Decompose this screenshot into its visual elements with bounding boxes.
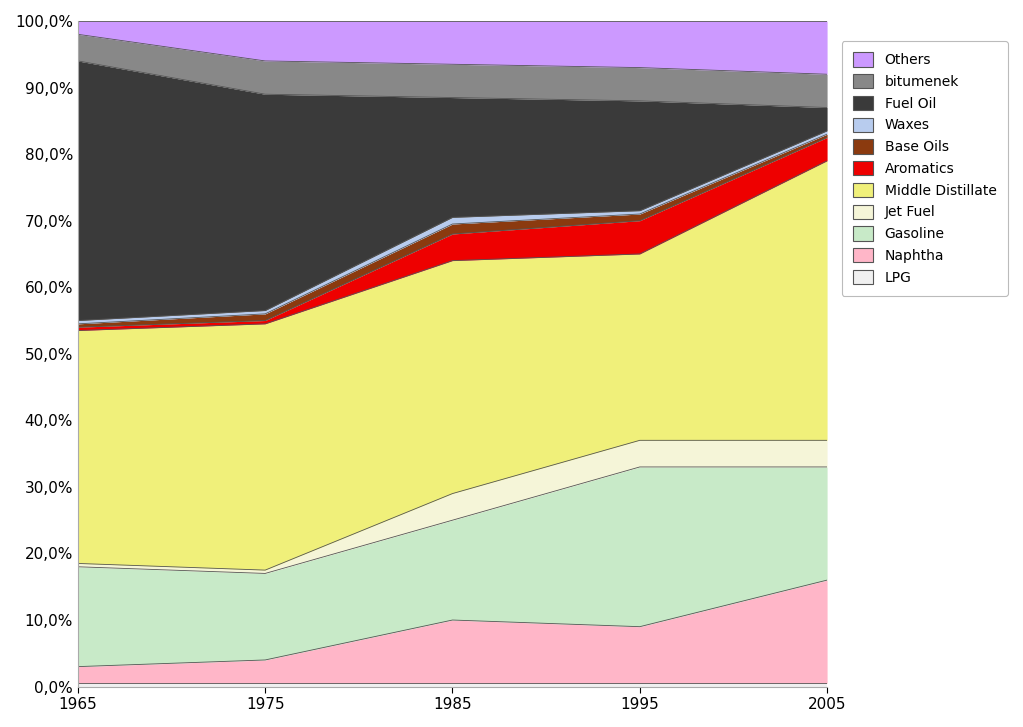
Legend: Others, bitumenek, Fuel Oil, Waxes, Base Oils, Aromatics, Middle Distillate, Jet: Others, bitumenek, Fuel Oil, Waxes, Base… — [842, 41, 1008, 296]
